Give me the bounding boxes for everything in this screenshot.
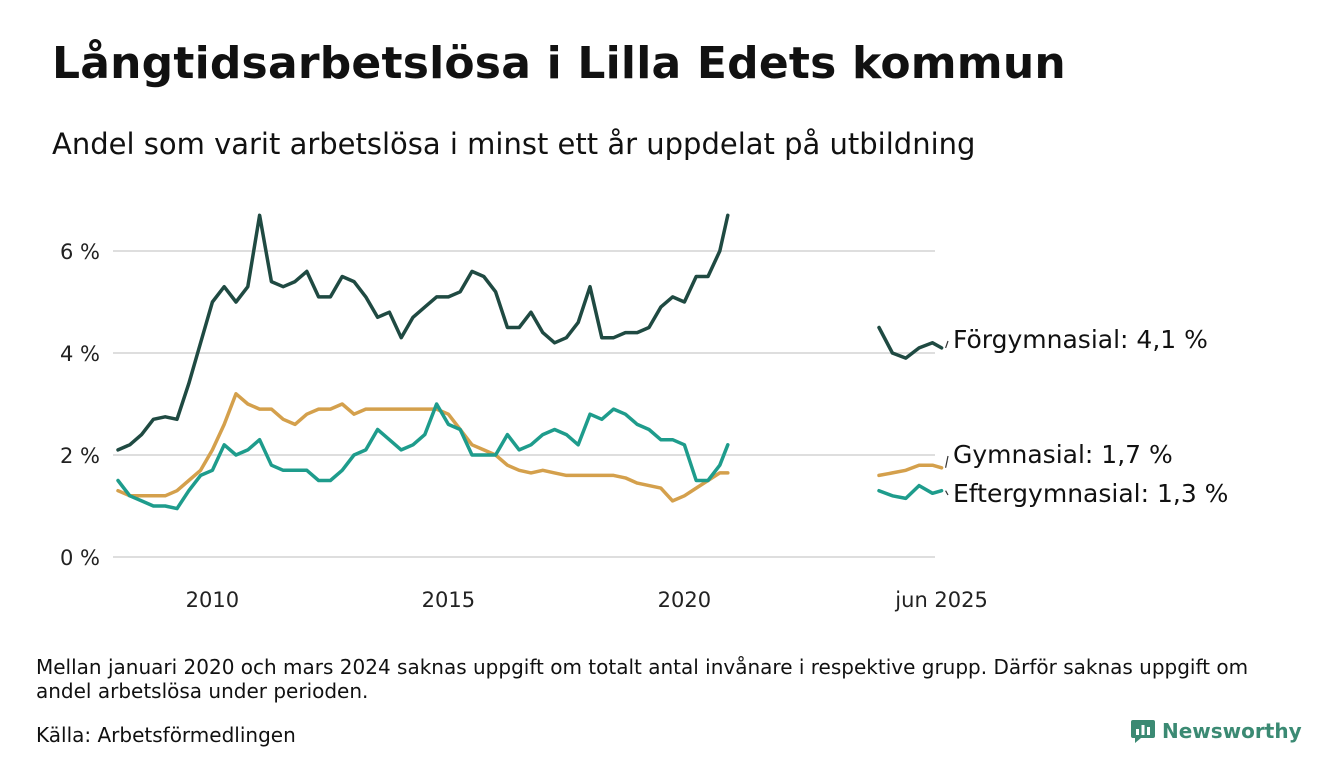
y-tick-label: 2 % [60,444,100,468]
newsworthy-logo-icon [1131,720,1155,743]
y-tick-label: 0 % [60,546,100,570]
series-end-label: Eftergymnasial: 1,3 % [953,479,1228,508]
series-line [116,392,730,503]
series-line [116,213,730,452]
series-end-label: Förgymnasial: 4,1 % [953,325,1208,354]
y-tick-label: 4 % [60,342,100,366]
series-line [877,483,944,501]
newsworthy-logo: Newsworthy [1130,718,1302,744]
label-leader-line [945,340,949,349]
chart-subtitle: Andel som varit arbetslösa i minst ett å… [52,127,976,161]
x-tick-label: 2015 [422,588,475,612]
series-line [877,325,944,360]
series-line [116,402,730,511]
chart-source: Källa: Arbetsförmedlingen [36,723,296,747]
x-tick-label: jun 2025 [894,588,988,612]
chart-title: Långtidsarbetslösa i Lilla Edets kommun [52,38,1066,89]
x-tick-label: 2020 [658,588,711,612]
x-tick-label: 2010 [186,588,239,612]
series-line [877,463,944,478]
label-leader-line [945,490,949,496]
brand-name: Newsworthy [1162,719,1302,743]
series-end-label: Gymnasial: 1,7 % [953,440,1173,469]
chart-note: Mellan januari 2020 och mars 2024 saknas… [36,655,1249,703]
y-tick-label: 6 % [60,240,100,264]
label-leader-line [945,455,949,468]
line-chart: 0 % 2 % 4 % 6 % 2010 2015 2020 jun 2025 Förgymna… [60,213,1228,612]
